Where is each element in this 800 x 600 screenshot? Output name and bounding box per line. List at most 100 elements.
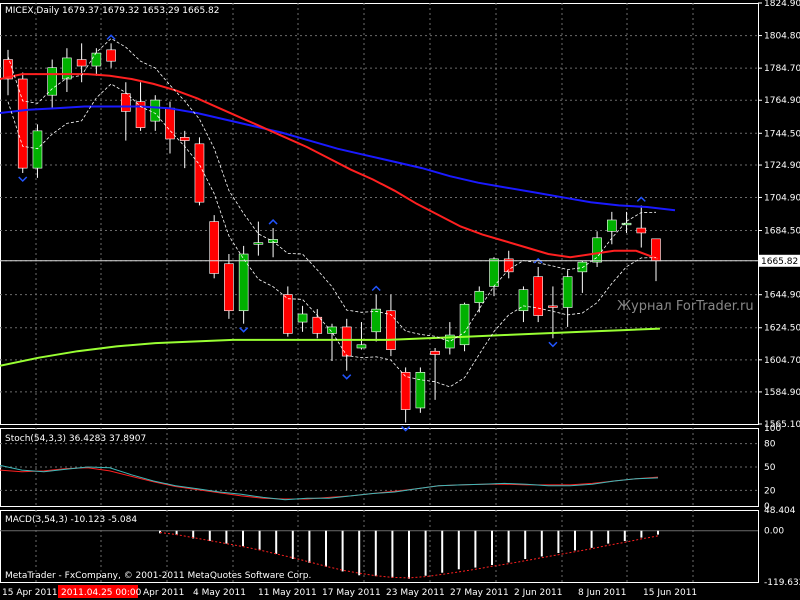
fractal-down-icon xyxy=(239,327,249,333)
stoch-level-label: 0 xyxy=(764,502,770,512)
candle[interactable] xyxy=(386,294,396,357)
stoch-level-label: 100 xyxy=(764,424,781,434)
fractal-up-icon xyxy=(533,257,543,264)
date-highlight-box xyxy=(58,585,138,598)
candle[interactable] xyxy=(209,215,219,279)
candle[interactable] xyxy=(327,323,337,361)
watermark: Журнал ForTrader.ru xyxy=(617,299,754,314)
date-label: 17 May 2011 xyxy=(322,588,381,598)
candle-body xyxy=(430,350,440,355)
candle[interactable] xyxy=(297,305,308,332)
candle[interactable] xyxy=(562,270,573,327)
candle[interactable] xyxy=(607,211,617,245)
candle-body xyxy=(607,219,617,232)
candle-body xyxy=(179,137,190,141)
candle[interactable] xyxy=(577,260,588,293)
macd-level-label: 48.404 xyxy=(764,506,796,516)
pane-frame xyxy=(0,510,759,583)
candle[interactable] xyxy=(32,124,43,178)
candle[interactable] xyxy=(179,130,190,169)
candle-body xyxy=(445,334,455,349)
fractal-down-icon xyxy=(401,426,411,432)
date-label: 15 Jun 2011 xyxy=(643,588,697,598)
candle[interactable] xyxy=(194,137,205,206)
ma-slow-line xyxy=(0,105,676,212)
candle-body xyxy=(415,372,426,409)
candle[interactable] xyxy=(253,221,264,256)
price-tick-label: 1584.90 xyxy=(764,388,800,398)
pane-frame xyxy=(0,3,759,425)
price-pane[interactable] xyxy=(0,34,676,432)
price-tick-label: 1644.90 xyxy=(764,291,800,301)
candle[interactable] xyxy=(430,347,440,400)
price-tick-label: 1784.70 xyxy=(764,64,800,74)
candle-body xyxy=(209,221,219,274)
candle[interactable] xyxy=(238,245,249,324)
candle-body xyxy=(592,237,602,263)
candle-body xyxy=(165,107,175,140)
stoch-level-label: 20 xyxy=(764,486,776,496)
candle[interactable] xyxy=(17,72,28,173)
candle[interactable] xyxy=(371,294,381,342)
candle-body xyxy=(150,99,161,122)
candle[interactable] xyxy=(518,286,529,323)
candle-body xyxy=(283,294,293,334)
macd-header: MACD(3,54,3) -10.123 -5.084 xyxy=(5,515,137,525)
date-label: Apr 2011 xyxy=(143,588,184,598)
candle-body xyxy=(91,52,102,67)
candle[interactable] xyxy=(474,286,485,313)
date-label: 15 Apr 2011 xyxy=(2,588,58,598)
candle-body xyxy=(548,305,558,308)
candle[interactable] xyxy=(62,48,72,92)
candle-body xyxy=(224,263,234,312)
candle[interactable] xyxy=(283,286,293,337)
candle-body xyxy=(32,130,43,169)
copyright-footer: MetaTrader - FxCompany, © 2001-2011 Meta… xyxy=(5,571,311,581)
price-tick-label: 1704.90 xyxy=(764,193,800,203)
candle[interactable] xyxy=(312,309,323,339)
candle-body xyxy=(459,303,470,346)
candle-body xyxy=(76,59,87,67)
price-tick-label: 1565.10 xyxy=(764,420,800,430)
fractal-up-icon xyxy=(106,34,116,40)
fractal-down-icon xyxy=(548,341,558,348)
candle[interactable] xyxy=(621,211,632,233)
candle-body xyxy=(371,308,381,333)
candle[interactable] xyxy=(47,59,57,109)
candle-body xyxy=(135,101,146,128)
candle[interactable] xyxy=(533,266,543,323)
candle[interactable] xyxy=(106,43,116,68)
price-tick-label: 1824.90 xyxy=(764,0,800,9)
envelope-lower xyxy=(7,83,657,388)
fractal-down-icon xyxy=(342,374,352,380)
price-tick-label: 1684.50 xyxy=(764,227,800,237)
macd-pane[interactable] xyxy=(0,530,758,579)
stoch-signal-line xyxy=(0,467,659,500)
stochastic-pane[interactable] xyxy=(0,443,758,501)
candle[interactable] xyxy=(503,250,514,279)
candle[interactable] xyxy=(400,367,411,423)
candle[interactable] xyxy=(415,367,426,413)
candle-body xyxy=(312,316,323,334)
candle-body xyxy=(636,227,647,234)
candle-body xyxy=(238,253,249,312)
macd-level-label: -119.632 xyxy=(764,578,800,588)
candle[interactable] xyxy=(121,82,131,141)
candle[interactable] xyxy=(224,254,234,319)
candle-body xyxy=(3,59,13,80)
stoch-level-label: 80 xyxy=(764,440,776,450)
candle[interactable] xyxy=(548,286,558,339)
envelope-upper xyxy=(7,38,657,342)
candle[interactable] xyxy=(356,322,367,350)
stoch-main-line xyxy=(0,464,659,501)
current-price-box xyxy=(759,254,800,267)
candle-body xyxy=(474,290,485,303)
fractal-down-icon xyxy=(18,176,28,183)
candle[interactable] xyxy=(341,318,352,371)
fractal-up-icon xyxy=(636,196,646,202)
fractal-up-icon xyxy=(371,285,381,292)
candle-body xyxy=(503,258,514,273)
candle-body xyxy=(533,276,543,316)
